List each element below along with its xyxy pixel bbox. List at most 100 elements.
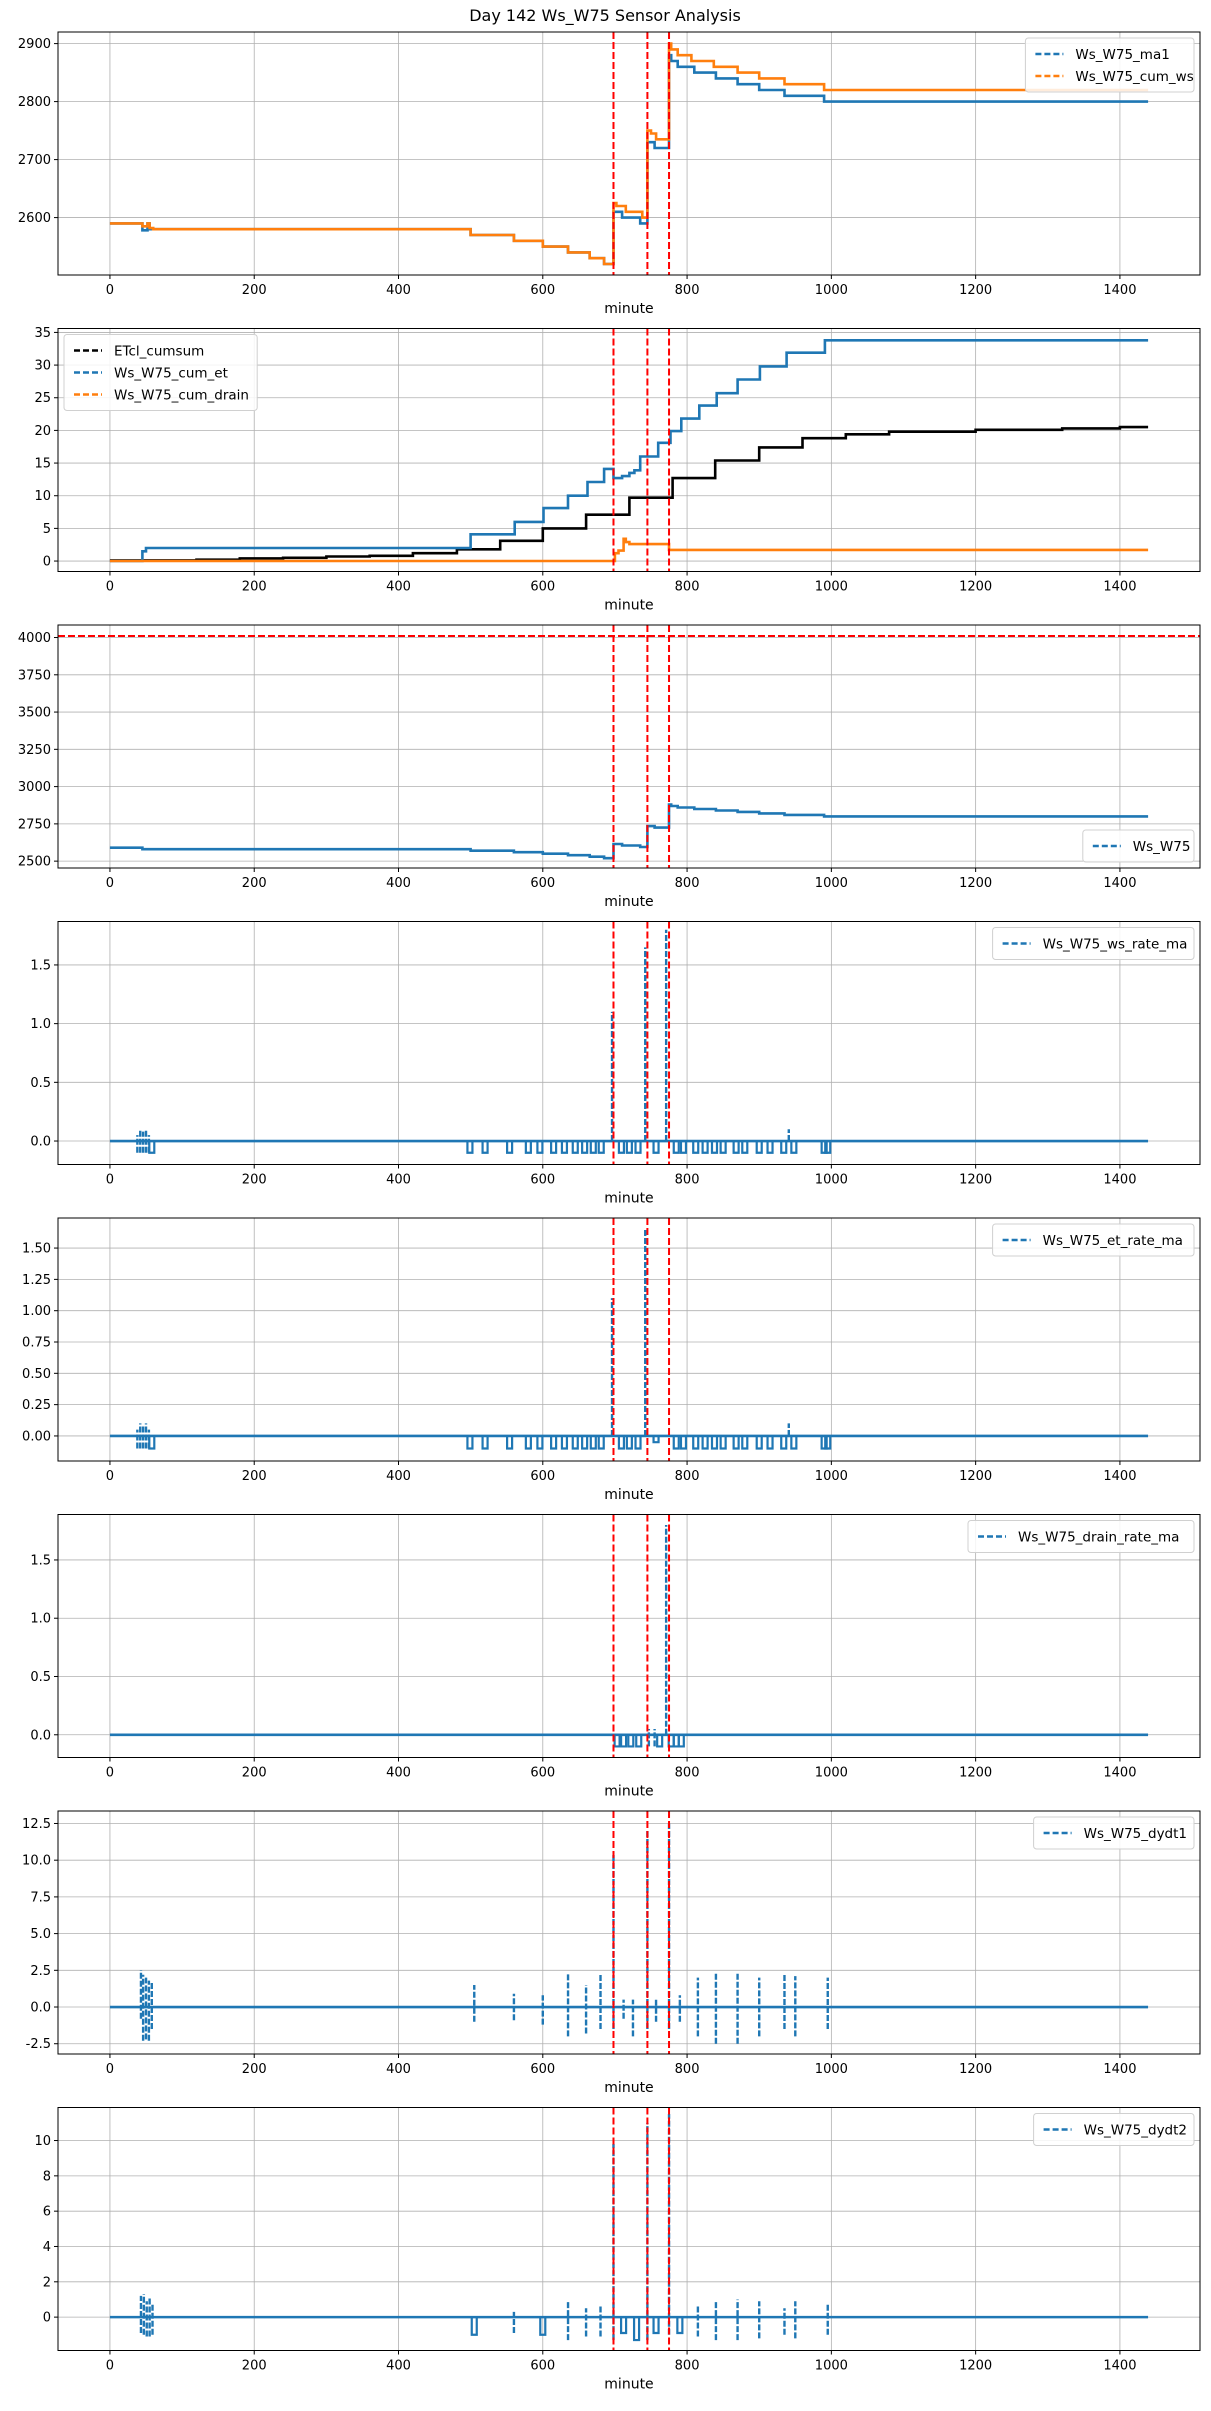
- x-tick-label: 200: [242, 2062, 267, 2077]
- x-tick-label: 800: [675, 283, 700, 298]
- series-dip: [672, 1435, 680, 1450]
- x-tick-label: 0: [106, 1469, 114, 1484]
- legend: Ws_W75_ma1 Ws_W75_cum_ws: [1024, 37, 1195, 93]
- x-tick-label: 800: [675, 2359, 700, 2374]
- series-dip: [617, 1435, 626, 1450]
- legend: Ws_W75_et_rate_ma: [992, 1223, 1195, 1257]
- y-tick-label: 4000: [18, 631, 51, 646]
- y-tick-label: 10.0: [22, 1854, 51, 1869]
- x-tick-label: 1000: [815, 2359, 848, 2374]
- legend: Ws_W75_drain_rate_ma: [967, 1520, 1195, 1553]
- y-tick-label: 2750: [18, 817, 51, 832]
- y-tick-label: 0.00: [22, 1429, 51, 1444]
- y-tick-label: 12.5: [22, 1817, 51, 1832]
- series-dip: [589, 1435, 597, 1450]
- plot-area: [109, 42, 1149, 266]
- y-tick-label: 6: [43, 2205, 51, 2220]
- x-tick-label: 200: [242, 876, 267, 891]
- y-tick-label: 0.0: [30, 2001, 51, 2016]
- x-tick-label: 400: [386, 2359, 411, 2374]
- series-line-ws-w75-cum-ws: [109, 42, 1149, 266]
- series-dip: [679, 1435, 688, 1450]
- subplot-8: 0 200 400 600 800 1000 1200 1400 0 2 4 6 8 10 minute Ws…: [34, 2107, 1201, 2393]
- series-dip: [741, 1435, 749, 1450]
- subplot-2: 0 200 400 600 800 1000 1200 1400 0 5 10 15 20 25 30 35 m…: [34, 326, 1201, 614]
- series-dip: [692, 1435, 700, 1450]
- series-dip: [679, 1141, 688, 1154]
- y-tick-label: 15: [34, 457, 51, 472]
- x-axis-label: minute: [604, 894, 653, 910]
- x-tick-label: 1400: [1103, 1766, 1136, 1781]
- y-tick-label: 20: [34, 424, 51, 439]
- series-dip: [652, 2317, 660, 2335]
- series-dip: [780, 1141, 788, 1154]
- x-tick-label: 0: [106, 580, 114, 595]
- x-tick-label: 1200: [959, 1766, 992, 1781]
- y-tick-label: 0.75: [22, 1336, 51, 1351]
- y-tick-label: 4: [43, 2240, 51, 2255]
- y-tick-label: 1.5: [30, 1553, 51, 1568]
- y-tick-label: 2600: [18, 211, 51, 226]
- x-tick-label: 0: [106, 1173, 114, 1188]
- axes-frame: [57, 1810, 1201, 2055]
- x-tick-label: 600: [530, 876, 555, 891]
- legend: Ws_W75_dydt1: [1033, 1816, 1195, 1850]
- series-dip: [780, 1435, 788, 1450]
- series-dip: [524, 1141, 532, 1154]
- x-tick-label: 1000: [815, 283, 848, 298]
- legend-box: [992, 927, 1195, 960]
- x-tick-label: 200: [242, 1469, 267, 1484]
- series-dip: [625, 1435, 633, 1450]
- subplot-3: 0 200 400 600 800 1000 1200 1400 2500 2750 3000 325…: [18, 624, 1201, 910]
- legend-label: Ws_W75_ws_rate_ma: [1043, 937, 1188, 953]
- axes-frame: [57, 328, 1201, 572]
- series-dip: [560, 1141, 569, 1154]
- x-tick-label: 200: [242, 1766, 267, 1781]
- series-dip: [581, 1141, 589, 1154]
- y-tick-label: 1.0: [30, 1612, 51, 1627]
- series-dip: [619, 1734, 628, 1748]
- series-line-ws-w75-cum-et: [109, 339, 1149, 563]
- x-tick-label: 400: [386, 1469, 411, 1484]
- x-tick-label: 1000: [815, 1173, 848, 1188]
- x-tick-label: 400: [386, 1173, 411, 1188]
- series-dip: [524, 1435, 532, 1450]
- legend-label: ETcl_cumsum: [114, 344, 204, 360]
- x-tick-label: 400: [386, 876, 411, 891]
- y-tick-label: 5.0: [30, 1927, 51, 1942]
- series-dip: [589, 1141, 597, 1154]
- x-tick-label: 1000: [815, 876, 848, 891]
- x-tick-label: 800: [675, 2062, 700, 2077]
- y-tick-label: 0.25: [22, 1398, 51, 1413]
- series-dip: [634, 1435, 642, 1450]
- x-tick-label: 1400: [1103, 2062, 1136, 2077]
- x-tick-label: 400: [386, 2062, 411, 2077]
- series-dip: [148, 1141, 156, 1154]
- series-dip: [701, 1141, 709, 1154]
- y-tick-label: -2.5: [26, 2037, 51, 2052]
- series-dip: [550, 1141, 558, 1154]
- plot-area: [109, 339, 1149, 563]
- y-tick-label: 25: [34, 391, 51, 406]
- y-tick-label: 5: [43, 522, 51, 537]
- y-tick-label: 3000: [18, 780, 51, 795]
- legend-box: [967, 1520, 1195, 1553]
- axes-frame: [57, 921, 1201, 1165]
- x-axis-label: minute: [604, 301, 653, 317]
- x-tick-label: 1400: [1103, 1173, 1136, 1188]
- x-tick-label: 0: [106, 1766, 114, 1781]
- series-dip: [790, 1435, 798, 1450]
- series-dip: [550, 1435, 558, 1450]
- x-tick-label: 1200: [959, 283, 992, 298]
- y-tick-label: 1.0: [30, 1017, 51, 1032]
- x-tick-label: 0: [106, 283, 114, 298]
- series-dip: [692, 1141, 700, 1154]
- series-dip: [719, 1435, 727, 1450]
- y-tick-label: 0: [43, 555, 51, 570]
- series-dip: [536, 1435, 544, 1450]
- y-tick-label: 7.5: [30, 1890, 51, 1905]
- series-dip: [617, 1141, 626, 1154]
- y-tick-label: 3250: [18, 743, 51, 758]
- x-axis-label: minute: [604, 598, 653, 614]
- y-tick-label: 2.5: [30, 1964, 51, 1979]
